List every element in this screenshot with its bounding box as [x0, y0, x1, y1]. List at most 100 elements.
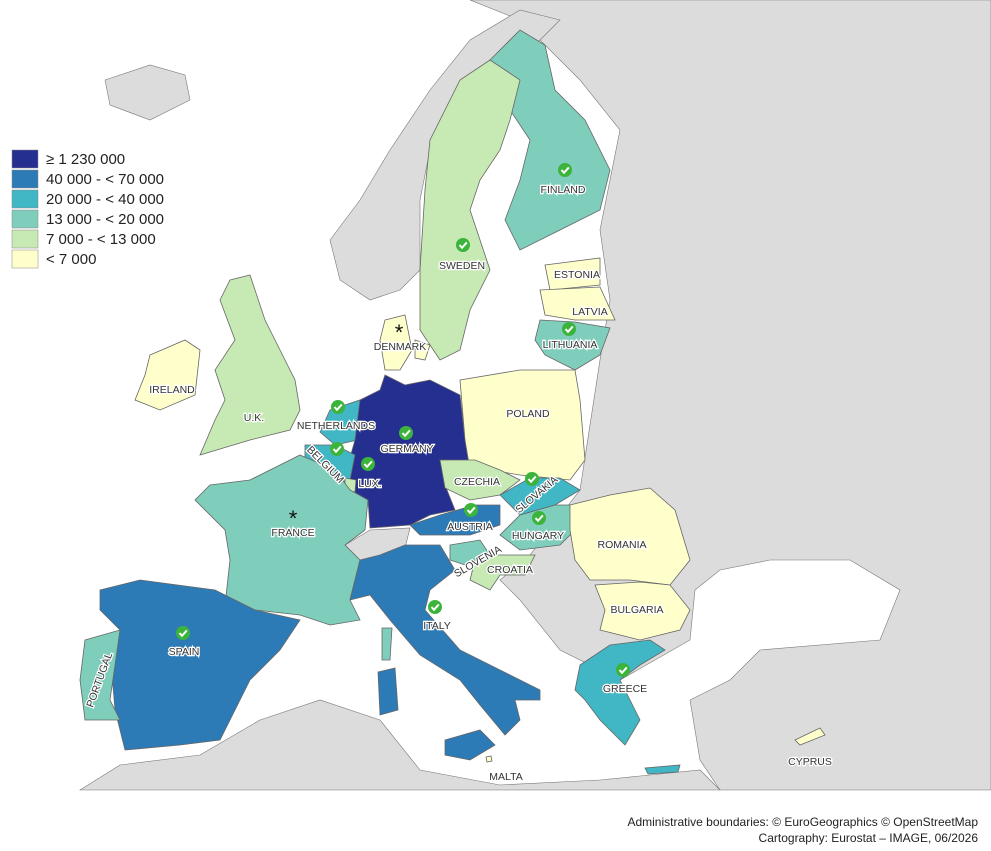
check-tick [332, 445, 342, 454]
check-tick [466, 506, 476, 515]
legend: ≥ 1 230 000 40 000 - < 70 000 20 000 - < 4… [11, 149, 164, 269]
check-icon [399, 426, 413, 440]
legend-label: 7 000 - < 13 000 [46, 231, 156, 248]
country-label: HUNGARY [512, 530, 564, 542]
country-shape [534, 319, 611, 371]
check-circle [428, 600, 442, 614]
check-tick [458, 241, 468, 250]
legend-swatch [11, 249, 39, 269]
country-shape [489, 29, 611, 251]
country-shape [319, 399, 361, 446]
check-tick [363, 460, 373, 469]
country-label: FRANCE [271, 527, 314, 539]
check-circle [558, 163, 572, 177]
check-tick [178, 629, 188, 638]
country-shape [379, 314, 413, 371]
country-label: CZECHIA [454, 476, 500, 488]
country-shape [419, 59, 521, 361]
country-label: LUX. [358, 478, 381, 490]
check-tick [401, 429, 411, 438]
check-tick [560, 166, 570, 175]
check-icon [331, 400, 345, 414]
legend-swatch [11, 149, 39, 169]
check-icon [330, 442, 344, 456]
check-tick [333, 403, 343, 412]
country-label: LITHUANIA [543, 339, 598, 351]
legend-swatch [11, 229, 39, 249]
check-circle [361, 457, 375, 471]
country-shape [594, 581, 691, 641]
country-shape [79, 629, 121, 721]
legend-swatch [11, 169, 39, 189]
credit-line: Cartography: Eurostat – IMAGE, 06/2026 [759, 831, 979, 845]
country-shape [199, 274, 301, 456]
check-icon [464, 503, 478, 517]
country-label: IRELAND [149, 384, 195, 396]
check-circle [330, 442, 344, 456]
country-label: ITALY [423, 620, 451, 632]
country-shape [544, 257, 601, 291]
country-label: MALTA [489, 771, 522, 783]
country-shape [444, 729, 496, 761]
country-label: POLAND [506, 408, 550, 420]
country-label: FINLAND [541, 184, 586, 196]
country-label: NETHERLANDS [297, 420, 375, 432]
check-icon [525, 472, 539, 486]
country-label: BULGARIA [610, 604, 663, 616]
country-shape [344, 374, 471, 529]
country-shape [414, 339, 431, 361]
credits: Administrative boundaries: © EuroGeograp… [627, 815, 978, 845]
check-icon [361, 457, 375, 471]
check-tick [564, 325, 574, 334]
country-shape [349, 544, 541, 736]
country-label: ESTONIA [554, 269, 600, 281]
legend-label: 20 000 - < 40 000 [46, 191, 164, 208]
credit-line: Administrative boundaries: © EuroGeograp… [627, 815, 978, 829]
legend-swatch [11, 209, 39, 229]
check-icon [558, 163, 572, 177]
check-circle [562, 322, 576, 336]
country-label: AUSTRIA [447, 521, 493, 533]
check-circle [525, 472, 539, 486]
country-label: GERMANY [380, 443, 433, 455]
legend-swatch [11, 189, 39, 209]
check-circle [464, 503, 478, 517]
country-shape [194, 454, 369, 626]
note-marker: * [289, 506, 298, 531]
legend-label: 13 000 - < 20 000 [46, 211, 164, 228]
country-shape [644, 764, 681, 775]
legend-label: < 7 000 [46, 251, 96, 268]
country-shape [469, 554, 536, 591]
country-label: CROATIA [487, 564, 533, 576]
country-shape [439, 459, 521, 501]
check-tick [430, 603, 440, 612]
country-label: SWEDEN [439, 260, 485, 272]
check-circle [176, 626, 190, 640]
country-label: GREECE [603, 683, 647, 695]
country-shape [485, 755, 493, 763]
country-shape [539, 286, 616, 321]
check-icon [616, 663, 630, 677]
country-label: CYPRUS [788, 756, 832, 768]
country-label: U.K. [244, 412, 264, 424]
check-tick [618, 666, 628, 675]
country-shape [134, 339, 201, 411]
country-label: SPAIN [169, 646, 200, 658]
check-icon [456, 238, 470, 252]
check-tick [527, 475, 537, 484]
country-shape [794, 727, 826, 746]
iceland [104, 64, 191, 121]
check-icon [562, 322, 576, 336]
check-circle [399, 426, 413, 440]
legend-label: ≥ 1 230 000 [46, 151, 125, 168]
country-shape [377, 667, 399, 716]
country-shape [381, 627, 393, 661]
country-shape [499, 504, 591, 551]
check-tick [534, 514, 544, 523]
legend-label: 40 000 - < 70 000 [46, 171, 164, 188]
note-marker: * [395, 320, 404, 345]
country-shape [574, 639, 666, 746]
check-circle [331, 400, 345, 414]
country-label: DENMARK [374, 341, 427, 353]
